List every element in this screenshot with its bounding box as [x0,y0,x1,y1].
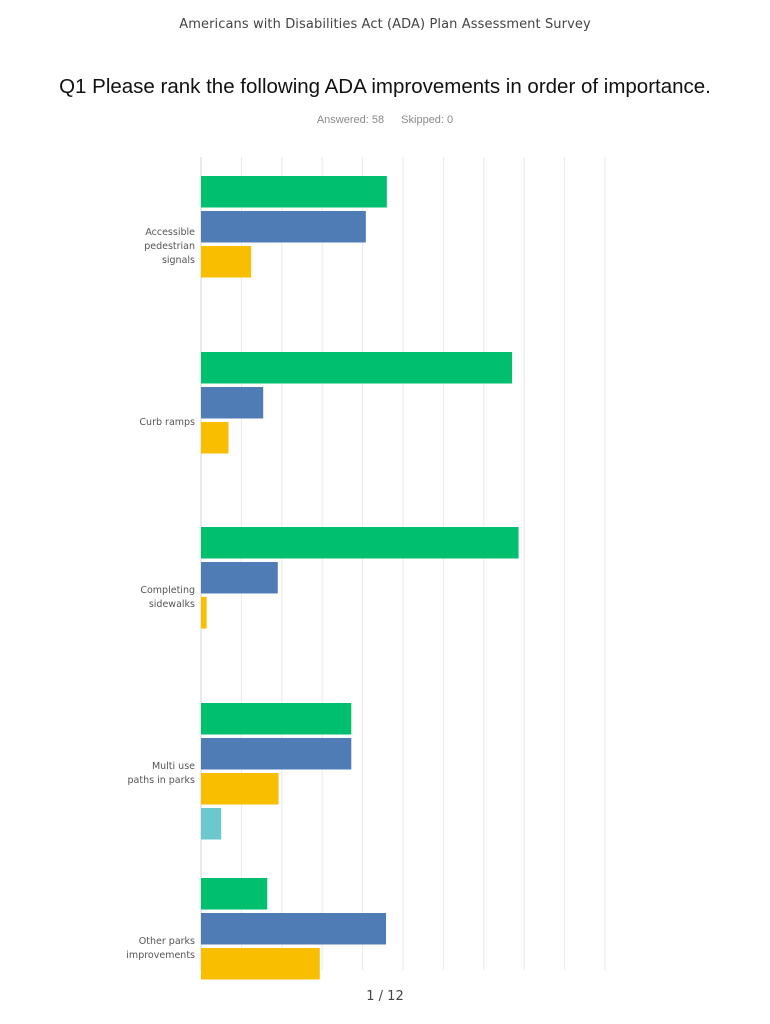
category-label-line: Completing [140,585,195,596]
category-label-line: Curb ramps [139,417,195,428]
bar [201,913,387,945]
bar [201,808,222,840]
survey-title: Americans with Disabilities Act (ADA) Pl… [179,17,591,32]
bar [201,211,366,243]
bar [201,176,387,208]
skipped-count: Skipped: 0 [401,114,454,126]
category-label-line: sidewalks [149,599,195,610]
category-label-line: signals [162,255,195,266]
category-label-line: Other parks [139,936,195,947]
bar [201,352,513,384]
bar [201,738,352,770]
category-label: Accessible pedestrian signals [144,227,195,266]
category-label-line: paths in parks [128,775,196,786]
bar [201,387,264,419]
category-label-line: Multi use [152,761,195,772]
response-stats: Answered: 58 Skipped: 0 [0,114,770,126]
bar [201,246,252,278]
category-label: Multi use paths in parks [128,761,196,786]
bar [201,878,268,910]
bar [201,422,229,454]
bar [201,562,278,594]
answered-count: Answered: 58 [316,114,385,126]
category-label: Other parks improvements [126,936,195,961]
category-label: Curb ramps [139,417,195,428]
bar [201,948,320,980]
bar [201,527,519,559]
bar [201,773,279,805]
page-number: 1 / 12 [366,989,404,1004]
category-label: Completing sidewalks [140,585,195,610]
category-label-line: Accessible [145,227,195,238]
question-title: Q1 Please rank the following ADA improve… [59,75,711,98]
category-label-line: improvements [126,950,195,961]
bar [201,597,207,629]
bar [201,703,352,735]
category-label-line: pedestrian [144,241,195,252]
